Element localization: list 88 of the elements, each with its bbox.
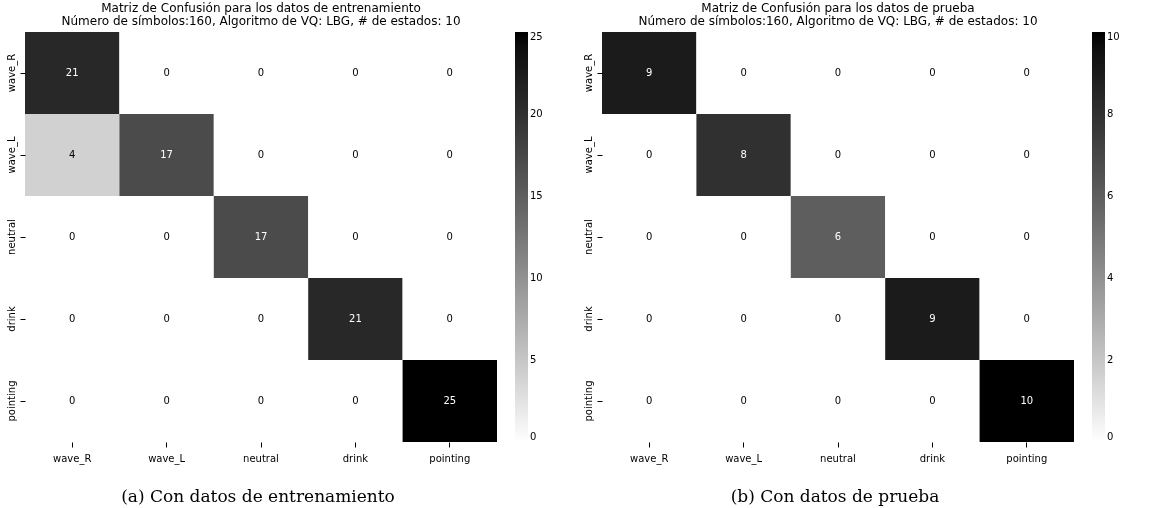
color-bar-label: 20 — [530, 108, 543, 119]
data-label: 0 — [740, 231, 747, 242]
data-label: 0 — [69, 395, 76, 406]
color-bar-label: 0 — [530, 431, 537, 442]
data-label: 0 — [257, 149, 265, 160]
text: (a) Con datos de entrenamiento — [120, 485, 396, 507]
data-label: 0 — [446, 231, 453, 242]
data-label: 0 — [1023, 313, 1030, 324]
text: (b) Con datos de prueba — [729, 485, 941, 507]
data-label: 0 — [69, 313, 76, 324]
y-tick-label: wave_R — [5, 53, 18, 93]
data-label: 0 — [740, 67, 747, 78]
data-label: 0 — [834, 313, 842, 324]
color-bar-label: 25 — [530, 31, 543, 42]
data-label: 25 — [443, 395, 457, 406]
x-tick-label: drink — [342, 452, 369, 464]
x-tick-label: wave_L — [148, 452, 186, 465]
y-tick-label: wave_L — [582, 136, 595, 174]
data-label: 21 — [349, 313, 362, 324]
data-label: 0 — [929, 149, 936, 160]
data-label: 0 — [352, 67, 359, 78]
x-tick-label: wave_L — [725, 452, 763, 465]
data-label: 0 — [740, 395, 747, 406]
y-tick-label: neutral — [582, 219, 594, 255]
data-label: 0 — [446, 67, 453, 78]
data-label: 4 — [69, 149, 76, 160]
data-label: 0 — [352, 149, 359, 160]
color-bar-label: 4 — [1107, 272, 1114, 283]
data-label: 21 — [65, 67, 79, 78]
color-bar-label: 10 — [1107, 31, 1120, 42]
data-label: 0 — [834, 395, 842, 406]
data-label: 0 — [163, 395, 170, 406]
y-tick-label: pointing — [5, 380, 17, 422]
data-label: 0 — [646, 313, 653, 324]
data-label: 0 — [929, 395, 936, 406]
data-label: 0 — [834, 67, 842, 78]
y-tick-label: drink — [5, 306, 17, 332]
y-tick-label: wave_R — [582, 53, 595, 93]
data-label: 0 — [446, 149, 453, 160]
data-label: 0 — [257, 67, 265, 78]
y-tick-label: drink — [582, 306, 594, 332]
data-label: 0 — [352, 231, 359, 242]
data-label: 0 — [163, 67, 170, 78]
chart-title: Matriz de Confusión para los datos de entrenamiento — [101, 1, 421, 15]
x-tick-label: neutral — [243, 452, 279, 464]
y-tick-label: neutral — [5, 219, 17, 255]
data-label: 9 — [929, 313, 936, 324]
chart-subtitle: Número de símbolos:160, Algoritmo de VQ: LBG, # de estados: 10 — [61, 14, 461, 28]
x-tick-label: pointing — [1006, 452, 1048, 464]
color-bar-label: 8 — [1107, 108, 1114, 119]
x-tick-label: pointing — [429, 452, 471, 464]
data-label: 0 — [1023, 231, 1030, 242]
data-label: 8 — [740, 149, 747, 160]
color-bar-label: 10 — [530, 272, 543, 283]
data-label: 0 — [257, 395, 265, 406]
data-label: 0 — [257, 313, 265, 324]
data-label: 0 — [163, 231, 170, 242]
chart-title: Matriz de Confusión para los datos de prueba — [701, 1, 975, 15]
data-label: 0 — [646, 395, 653, 406]
data-label: 0 — [929, 67, 936, 78]
data-label: 0 — [352, 395, 359, 406]
data-label: 0 — [834, 149, 842, 160]
color-bar-label: 5 — [530, 354, 537, 365]
data-label: 0 — [740, 313, 747, 324]
data-label: 0 — [163, 313, 170, 324]
data-label: 17 — [160, 149, 173, 160]
color-bar-label: 15 — [530, 190, 543, 201]
y-tick-label: wave_L — [5, 136, 18, 174]
color-bar-label: 0 — [1107, 431, 1114, 442]
y-tick-label: pointing — [582, 380, 594, 422]
data-label: 0 — [646, 149, 653, 160]
color-bar-label: 2 — [1107, 354, 1114, 365]
data-label: 0 — [646, 231, 653, 242]
data-label: 10 — [1020, 395, 1034, 406]
color-bar-label: 6 — [1107, 190, 1114, 201]
data-label: 17 — [254, 231, 268, 242]
chart-subtitle: Número de símbolos:160, Algoritmo de VQ: LBG, # de estados: 10 — [638, 14, 1038, 28]
data-label: 0 — [1023, 67, 1030, 78]
data-label: 0 — [446, 313, 453, 324]
data-label: 0 — [1023, 149, 1030, 160]
data-label: 0 — [929, 231, 936, 242]
x-tick-label: neutral — [820, 452, 856, 464]
x-tick-label: drink — [919, 452, 946, 464]
data-label: 6 — [834, 231, 842, 242]
x-tick-label: wave_R — [630, 452, 669, 465]
data-label: 0 — [69, 231, 76, 242]
x-tick-label: wave_R — [53, 452, 92, 465]
data-label: 9 — [646, 67, 653, 78]
